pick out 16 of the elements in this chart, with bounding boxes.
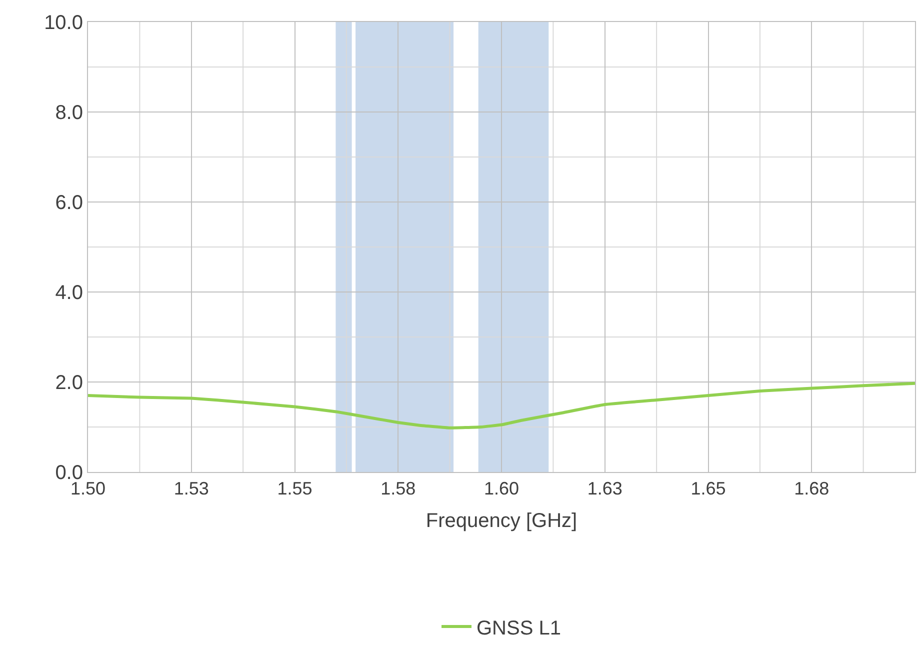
y-tick-label: 6.0 xyxy=(55,192,83,214)
x-axis-title: Frequency [GHz] xyxy=(426,510,578,532)
x-tick-label: 1.60 xyxy=(484,478,520,499)
y-tick-label: 2.0 xyxy=(55,372,83,394)
x-tick-label: 1.58 xyxy=(380,478,416,499)
y-tick-label: 4.0 xyxy=(55,282,83,304)
y-tick-label: 10.0 xyxy=(44,12,83,34)
x-tick-label: 1.68 xyxy=(794,478,830,499)
legend-label: GNSS L1 xyxy=(476,617,561,640)
x-tick-label: 1.50 xyxy=(70,478,106,499)
x-tick-label: 1.53 xyxy=(174,478,209,499)
x-tick-label: 1.55 xyxy=(277,478,312,499)
y-tick-label: 8.0 xyxy=(55,102,83,124)
line-series xyxy=(88,382,915,430)
x-tick-label: 1.63 xyxy=(587,478,622,499)
x-tick-label: 1.65 xyxy=(690,478,726,499)
